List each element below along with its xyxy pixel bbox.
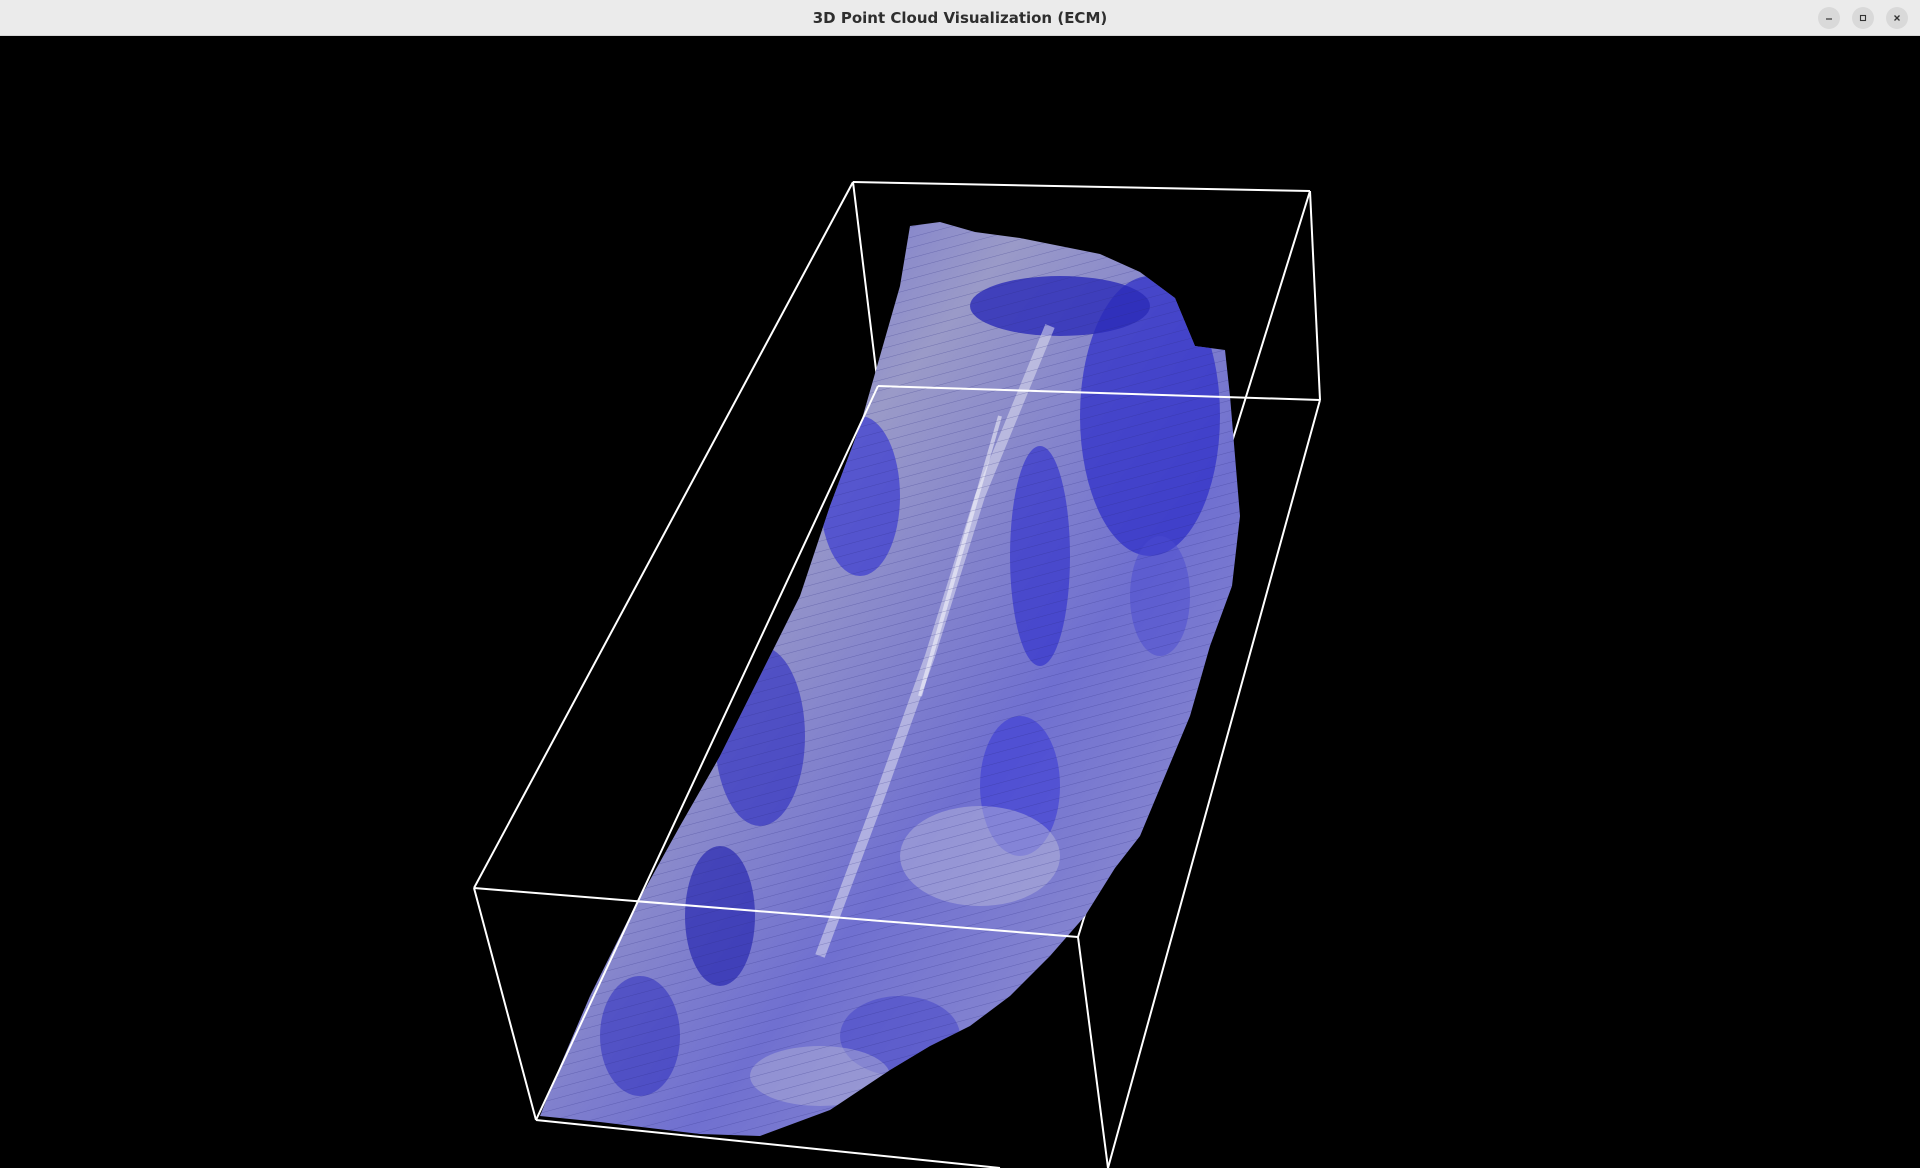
minimize-icon	[1824, 13, 1834, 23]
point-cloud[interactable]	[500, 186, 1300, 1166]
bbox-edge	[535, 1119, 1001, 1168]
window-controls	[1818, 7, 1908, 29]
bbox-edge	[852, 181, 879, 387]
bbox-edge	[852, 181, 1311, 192]
bbox-edge	[535, 385, 879, 1121]
bbox-edge	[473, 181, 854, 889]
bbox-edge	[473, 887, 537, 1121]
bounding-box-front	[473, 385, 1321, 1168]
point-cloud-scene[interactable]	[0, 36, 1920, 1168]
window-title: 3D Point Cloud Visualization (ECM)	[812, 9, 1108, 27]
maximize-button[interactable]	[1852, 7, 1874, 29]
bbox-edge	[1077, 936, 1109, 1168]
close-button[interactable]	[1886, 7, 1908, 29]
title-bar[interactable]: 3D Point Cloud Visualization (ECM)	[0, 0, 1920, 36]
close-icon	[1892, 13, 1902, 23]
minimize-button[interactable]	[1818, 7, 1840, 29]
bbox-edge	[473, 887, 1079, 938]
bbox-edge	[877, 385, 1321, 401]
3d-viewport[interactable]	[0, 36, 1920, 1168]
bbox-edge	[1107, 399, 1321, 1168]
bbox-edge	[1309, 190, 1321, 401]
maximize-icon	[1858, 13, 1868, 23]
